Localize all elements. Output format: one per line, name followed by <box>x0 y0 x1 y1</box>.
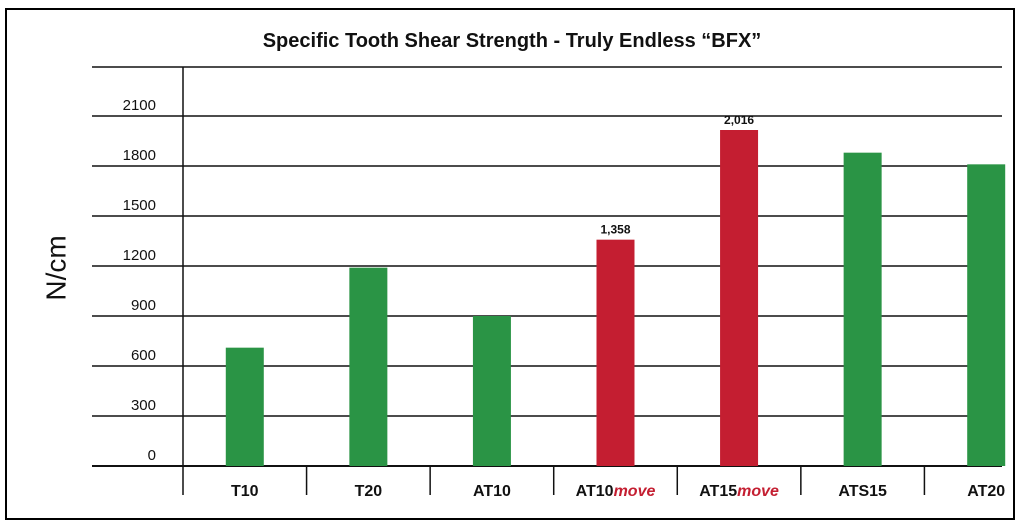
category-label-t20: T20 <box>355 483 383 500</box>
bar-t10 <box>225 347 264 466</box>
y-tick-0: 0 <box>148 447 156 464</box>
chart-frame <box>5 8 1015 520</box>
y-tick-labels: 0 300 600 900 1200 1500 1800 2100 <box>123 97 156 464</box>
y-tick-2100: 2100 <box>123 97 156 114</box>
category-label-at10: AT10 <box>473 483 511 500</box>
bars <box>225 130 1006 467</box>
bar-t20 <box>349 267 388 466</box>
category-label-at10move: AT10move <box>576 483 656 500</box>
data-label-at15move: 2,016 <box>724 113 754 127</box>
y-tick-1500: 1500 <box>123 197 156 214</box>
data-labels: 1,358 2,016 <box>600 113 754 237</box>
chart-title: Specific Tooth Shear Strength - Truly En… <box>262 30 762 52</box>
y-tick-600: 600 <box>131 347 156 364</box>
y-tick-1800: 1800 <box>123 147 156 164</box>
y-tick-900: 900 <box>131 297 156 314</box>
category-label-t10: T10 <box>231 483 259 500</box>
category-labels: T10 T20 AT10 AT10move AT15move ATS15 AT20 <box>231 483 1005 500</box>
bar-at15move <box>720 130 759 466</box>
bar-at20 <box>967 164 1006 467</box>
bar-at10move <box>596 239 635 466</box>
data-label-at10move: 1,358 <box>600 223 630 237</box>
y-tick-1200: 1200 <box>123 247 156 264</box>
y-tick-300: 300 <box>131 397 156 414</box>
category-label-ats15: ATS15 <box>838 483 887 500</box>
category-label-at20: AT20 <box>967 483 1005 500</box>
bar-ats15 <box>843 152 882 466</box>
y-axis-label: N/cm <box>40 235 71 300</box>
category-label-at15move: AT15move <box>699 483 779 500</box>
bar-at10 <box>472 316 511 466</box>
